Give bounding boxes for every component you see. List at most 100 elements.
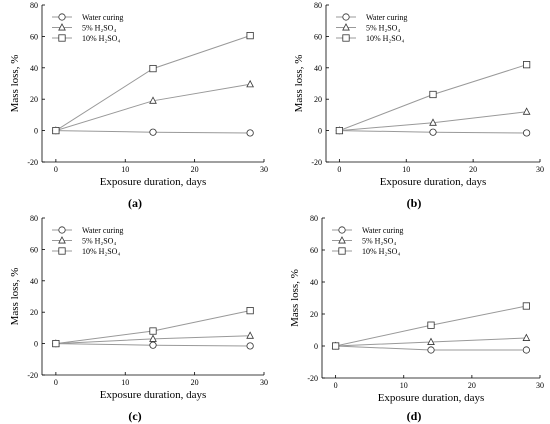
x-tick-label: 0 [54, 165, 58, 174]
panel-label: (a) [128, 196, 142, 210]
legend-marker [338, 247, 346, 255]
data-point [522, 302, 530, 310]
y-tick-label: 40 [314, 64, 322, 73]
data-point [149, 341, 157, 349]
data-point [246, 342, 254, 350]
data-point [246, 32, 254, 40]
y-tick-label: 0 [318, 127, 322, 136]
x-tick-label: 30 [536, 381, 544, 390]
x-tick-label: 30 [260, 378, 268, 387]
data-point [246, 331, 254, 339]
y-tick-label: 60 [30, 245, 38, 254]
data-point [427, 321, 435, 329]
series-line [55, 83, 251, 132]
y-axis-label: Mass loss, % [289, 269, 301, 327]
data-point [246, 307, 254, 315]
data-point [522, 333, 531, 341]
y-axis-label: Mass loss, % [9, 268, 21, 326]
data-point [523, 61, 531, 69]
data-point [429, 128, 437, 136]
data-point [429, 118, 437, 126]
series-line [55, 35, 251, 132]
x-tick-label: 10 [121, 378, 129, 387]
y-tick-label: 0 [34, 127, 38, 136]
x-tick-label: 0 [54, 378, 58, 387]
legend-entry: 10% H₂SO₄ [366, 34, 404, 43]
data-point [522, 346, 530, 354]
x-axis-label: Exposure duration, days [100, 176, 207, 188]
y-tick-label: -20 [27, 371, 38, 380]
x-tick-label: 0 [334, 381, 338, 390]
legend-marker [342, 34, 350, 42]
legend-marker [58, 226, 66, 234]
x-tick-label: 30 [536, 165, 544, 174]
x-tick-label: 20 [191, 378, 199, 387]
x-tick-label: 10 [121, 165, 129, 174]
y-tick-label: 20 [314, 95, 322, 104]
y-tick-label: 20 [30, 308, 38, 317]
x-tick-label: 0 [337, 165, 341, 174]
x-tick-label: 20 [191, 165, 199, 174]
y-tick-label: 80 [30, 1, 38, 10]
legend-entry: 10% H₂SO₄ [362, 247, 400, 256]
y-tick-label: 80 [314, 1, 322, 10]
y-tick-label: -20 [27, 158, 38, 167]
data-point [522, 107, 531, 115]
y-tick-label: 40 [30, 64, 38, 73]
data-point [246, 129, 254, 137]
data-point [429, 90, 437, 99]
legend-entry: 5% H₂SO₄ [82, 24, 116, 33]
chart-panel: -20 0 20 40 60 80 0 10 20 30 Exposure duration, da… [289, 214, 544, 423]
legend-marker [58, 13, 66, 21]
legend-marker [342, 23, 350, 31]
data-point [149, 96, 157, 104]
legend-marker [58, 247, 66, 255]
data-point [149, 64, 157, 73]
legend-marker [58, 236, 66, 244]
legend-entry: 10% H₂SO₄ [82, 247, 120, 256]
chart-panel: -20 0 20 40 60 80 0 10 20 30 Exposure duration, da… [9, 214, 268, 423]
x-tick-label: 10 [400, 381, 408, 390]
legend-marker [58, 34, 66, 42]
y-tick-label: 0 [34, 340, 38, 349]
data-point [332, 342, 340, 350]
legend-entry: 5% H₂SO₄ [82, 237, 116, 246]
x-axis-label: Exposure duration, days [380, 176, 487, 188]
y-axis-label: Mass loss, % [293, 55, 305, 113]
data-point [523, 129, 531, 137]
chart-panel: -20 0 20 40 60 80 0 10 20 30 Exposure duration, da… [9, 1, 268, 210]
y-tick-label: 20 [310, 310, 318, 319]
y-tick-label: 80 [30, 214, 38, 223]
x-axis-label: Exposure duration, days [378, 392, 485, 404]
legend-marker [58, 23, 66, 31]
x-tick-label: 20 [469, 165, 477, 174]
x-axis-label: Exposure duration, days [100, 389, 207, 401]
legend-entry: Water curing [366, 13, 407, 22]
data-point [52, 127, 60, 135]
legend-entry: Water curing [362, 226, 403, 235]
panel-label: (d) [407, 409, 422, 423]
y-tick-label: 0 [314, 342, 318, 351]
data-point [427, 337, 435, 345]
panel-label: (b) [407, 196, 422, 210]
chart-panel: -20 0 20 40 60 80 0 10 20 30 Exposure duration, da… [293, 1, 544, 210]
y-tick-label: 60 [310, 246, 318, 255]
x-tick-label: 20 [468, 381, 476, 390]
legend-marker [338, 226, 346, 234]
y-tick-label: 40 [30, 277, 38, 286]
data-point [246, 79, 254, 88]
y-tick-label: 20 [30, 95, 38, 104]
x-tick-label: 10 [402, 165, 410, 174]
legend-marker [342, 13, 350, 21]
y-axis-label: Mass loss, % [9, 55, 21, 113]
y-tick-label: -20 [307, 374, 318, 383]
legend-entry: Water curing [82, 226, 123, 235]
legend-entry: 5% H₂SO₄ [366, 24, 400, 33]
y-tick-label: -20 [311, 158, 322, 167]
legend-entry: Water curing [82, 13, 123, 22]
data-point [149, 128, 157, 136]
y-tick-label: 80 [310, 214, 318, 223]
y-tick-label: 60 [30, 32, 38, 41]
data-point [149, 327, 157, 335]
